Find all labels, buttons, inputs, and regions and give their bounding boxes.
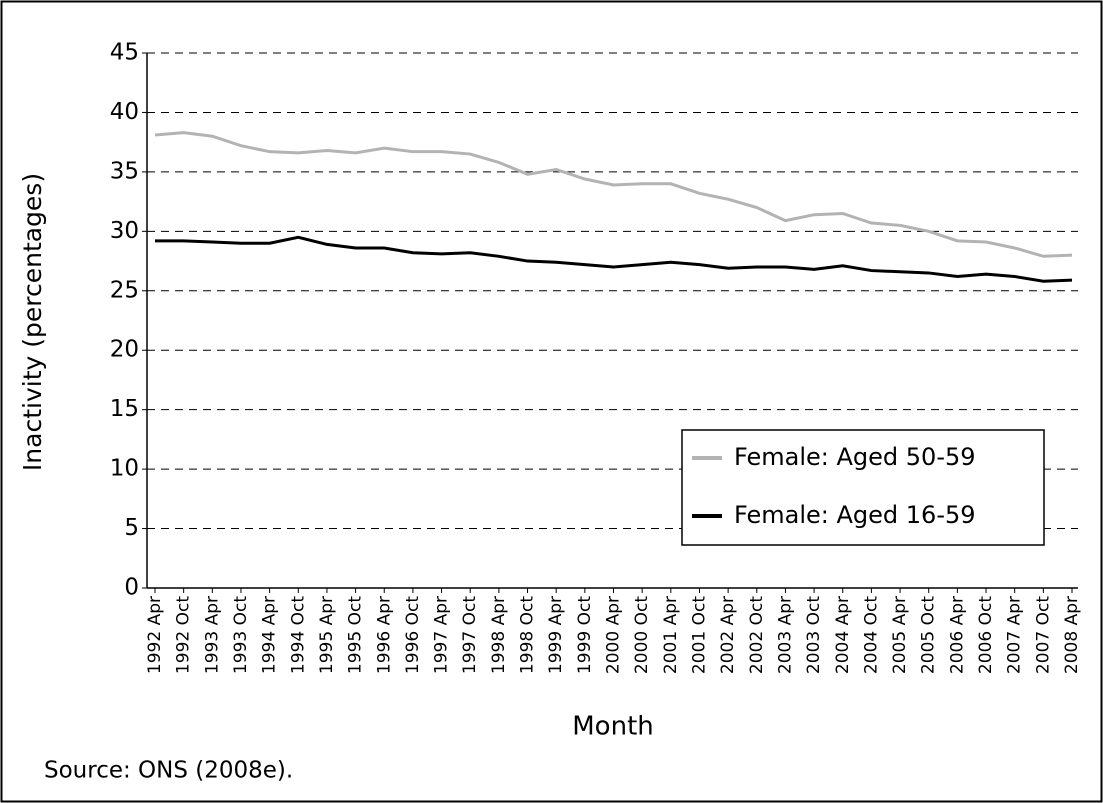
series-line [154,131,1073,258]
x-tick-label: 2002 Apr [718,596,738,674]
y-tick-label: 10 [110,456,139,482]
x-tick-label: 1993 Apr [202,596,222,674]
x-tick-label: 2004 Apr [833,596,853,674]
x-tick-label: 2003 Oct [804,596,824,674]
legend-label: Female: Aged 16-59 [734,501,976,529]
x-tick-label: 1993 Oct [231,596,251,674]
y-tick-label: 20 [110,337,139,363]
y-tick-label: 45 [110,40,139,66]
x-tick-label: 2000 Apr [604,596,624,674]
x-tick-label: 2006 Oct [976,596,996,674]
x-tick-label: 1998 Apr [489,596,509,674]
x-tick-label: 1994 Apr [260,596,280,674]
x-tick-label: 2001 Oct [689,596,709,674]
x-tick-label: 1996 Oct [403,596,423,674]
y-tick-label: 30 [110,218,139,244]
x-tick-label: 2005 Oct [919,596,939,674]
x-tick-label: 1995 Oct [346,596,366,674]
y-axis-label: Inactivity (percentages) [18,173,47,471]
y-tick-label: 35 [110,158,139,184]
y-tick-label: 0 [124,575,139,601]
series-line [155,235,1073,283]
x-tick-label: 1997 Oct [460,596,480,674]
x-tick-label: 2004 Oct [861,596,881,674]
x-tick-label: 2002 Oct [747,596,767,674]
y-tick-label: 40 [110,99,139,125]
x-tick-label: 1992 Apr [145,596,165,674]
x-tick-label: 2001 Apr [661,596,681,674]
legend-label: Female: Aged 50-59 [734,443,976,471]
x-tick-label: 1992 Oct [174,596,194,674]
x-tick-label: 1995 Apr [317,596,337,674]
x-axis-label: Month [572,712,654,742]
x-tick-label: 1994 Oct [288,596,308,674]
y-tick-label: 5 [124,515,139,541]
x-tick-label: 1997 Apr [432,596,452,674]
x-tick-label: 2000 Oct [632,596,652,674]
y-tick-label: 15 [110,396,139,422]
x-tick-label: 2006 Apr [947,596,967,674]
source: Source: ONS (2008e). [44,758,293,784]
x-tick-label: 2005 Apr [890,596,910,674]
x-tick-label: 1998 Oct [518,596,538,674]
x-tick-label: 2007 Oct [1033,596,1053,674]
y-tick-label: 25 [110,277,139,303]
x-tick-label: 1999 Apr [546,596,566,674]
x-tick-label: 1999 Oct [575,596,595,674]
x-tick-label: 2008 Apr [1062,596,1082,674]
x-tick-label: 1996 Apr [374,596,394,674]
x-tick-label: 2003 Apr [775,596,795,674]
legend-box [681,429,1045,546]
x-tick-label: 2007 Apr [1005,596,1025,674]
